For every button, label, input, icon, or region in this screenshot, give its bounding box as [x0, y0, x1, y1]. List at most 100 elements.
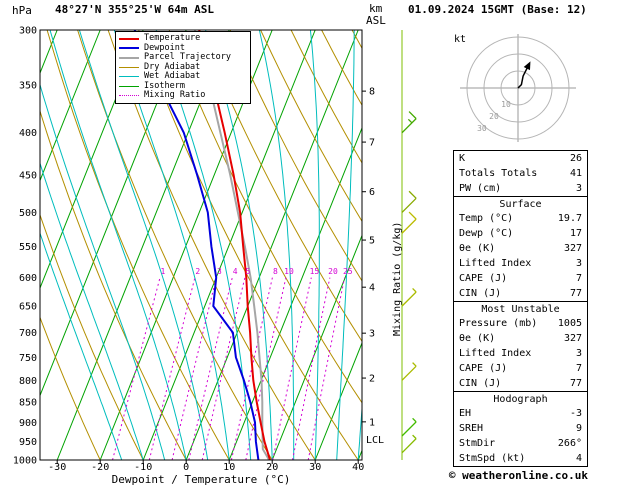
mixing-ratio-value-label: 10 [284, 267, 294, 276]
legend-swatch [119, 56, 139, 59]
dry-adiabat-line [40, 316, 101, 460]
hodograph-ring [466, 36, 570, 140]
stat-value: 77 [569, 288, 582, 299]
temp-tick-label: -20 [91, 462, 109, 473]
dry-adiabat-line [107, 30, 316, 460]
temp-tick-label: 20 [266, 462, 278, 473]
km-tick-label: 4 [369, 283, 375, 294]
mixing-ratio-axis-label: Mixing Ratio (g/kg) [392, 221, 403, 336]
wind-barb-shaft [401, 218, 417, 234]
parcel-trajectory-curve [193, 30, 271, 460]
wind-barb-tick [412, 288, 417, 293]
wind-barb [401, 111, 417, 134]
chart-datetime: 01.09.2024 15GMT (Base: 12) [408, 3, 587, 16]
wind-barb-tick [408, 190, 417, 199]
mixing-ratio-line [307, 277, 346, 460]
legend-label: Dry Adiabat [144, 61, 201, 72]
legend-item: Wet Adiabat [119, 72, 247, 82]
stats-row: CIN (J) 77 [454, 376, 587, 391]
km-tick-label: 3 [369, 329, 375, 340]
stat-label: CIN (J) [459, 378, 502, 389]
isotherm-line [228, 126, 362, 460]
legend-label: Mixing Ratio [144, 90, 206, 101]
hodograph-ring [500, 70, 536, 106]
pressure-axis-unit: hPa [12, 4, 32, 17]
stats-row: K 26 [454, 151, 587, 166]
stat-label: Lifted Index [459, 258, 532, 269]
stat-value: 3 [575, 258, 582, 269]
mixing-ratio-value-label: 4 [233, 267, 238, 276]
legend-item: Parcel Trajectory [119, 53, 247, 63]
stat-value: 7 [575, 363, 582, 374]
legend-item: Dewpoint [119, 43, 247, 54]
legend-item: Isotherm [119, 80, 247, 92]
legend-swatch [119, 95, 139, 97]
stat-label: SREH [459, 423, 484, 434]
wind-barb [401, 362, 417, 381]
hodograph-ring [483, 53, 553, 123]
isotherm-line [40, 30, 144, 290]
stat-label: Pressure (mb) [459, 318, 538, 329]
pressure-tick-label: 1000 [13, 456, 37, 467]
stat-value: 327 [563, 243, 582, 254]
mixing-ratio-line [272, 277, 312, 460]
stats-row: Lifted Index 3 [454, 346, 587, 361]
legend-swatch [119, 85, 139, 87]
temperature-curve [198, 30, 272, 460]
isotherm-line [314, 341, 362, 460]
stats-row: PW (cm) 3 [454, 181, 587, 196]
km-tick-label: 7 [369, 138, 375, 149]
wet-adiabat-line [113, 30, 230, 460]
hodograph-ring-label: 30 [477, 124, 487, 133]
stat-label: Lifted Index [459, 348, 532, 359]
hodograph-trace [517, 65, 529, 89]
stat-value: 266° [557, 438, 582, 449]
stats-row: CAPE (J) 7 [454, 361, 587, 376]
mixing-ratio-value-label: 20 [328, 267, 338, 276]
stat-value: 7 [575, 273, 582, 284]
pressure-tick-label: 300 [19, 26, 37, 37]
stat-label: Totals Totals [459, 168, 538, 179]
stat-value: 19.7 [557, 213, 582, 224]
wind-barb [401, 190, 417, 213]
mixing-ratio-line [171, 277, 217, 460]
stat-value: 41 [569, 168, 582, 179]
stats-row: StmSpd (kt) 4 [454, 451, 587, 466]
mixing-ratio-line [148, 277, 196, 460]
stat-label: CAPE (J) [459, 363, 508, 374]
mixing-ratio-line [201, 277, 246, 460]
pressure-tick-label: 850 [19, 397, 37, 408]
dry-adiabat-line [138, 30, 359, 460]
wet-adiabat-line [155, 30, 252, 460]
wind-barb [401, 211, 417, 234]
dry-adiabat-line [40, 109, 187, 460]
skewt-chart: 1 2 3 4 5 8 10 15 20 2530035040045050055060065070… [13, 26, 417, 473]
wet-adiabat-line [336, 30, 355, 460]
stat-label: Dewp (°C) [459, 228, 514, 239]
wind-barb-tick [408, 111, 417, 120]
wet-adiabat-line [40, 161, 144, 460]
stats-section-title: Most Unstable [454, 301, 587, 316]
km-tick-label: 6 [369, 187, 375, 198]
mixing-ratio-line [188, 277, 233, 460]
stat-value: 4 [575, 453, 582, 464]
wind-barb-shaft [401, 438, 417, 454]
pressure-tick-label: 600 [19, 273, 37, 284]
station-title: 48°27'N 355°25'W 64m ASL [55, 3, 214, 16]
dry-adiabat-line [77, 30, 273, 460]
stats-row: Lifted Index 3 [454, 256, 587, 271]
temp-tick-label: -30 [48, 462, 66, 473]
legend-label: Isotherm [144, 80, 185, 91]
mixing-ratio-value-label: 2 [195, 267, 200, 276]
wind-barb [401, 417, 417, 437]
stat-label: CAPE (J) [459, 273, 508, 284]
stat-value: 3 [575, 183, 582, 194]
hodograph-unit-label: kt [454, 34, 466, 45]
pressure-tick-label: 950 [19, 437, 37, 448]
stats-row: Temp (°C) 19.7 [454, 211, 587, 226]
stat-value: 17 [569, 228, 582, 239]
km-tick-label: 5 [369, 236, 375, 247]
mixing-ratio-value-label: 8 [273, 267, 278, 276]
dry-adiabat-line [168, 30, 362, 404]
pressure-tick-label: 800 [19, 376, 37, 387]
